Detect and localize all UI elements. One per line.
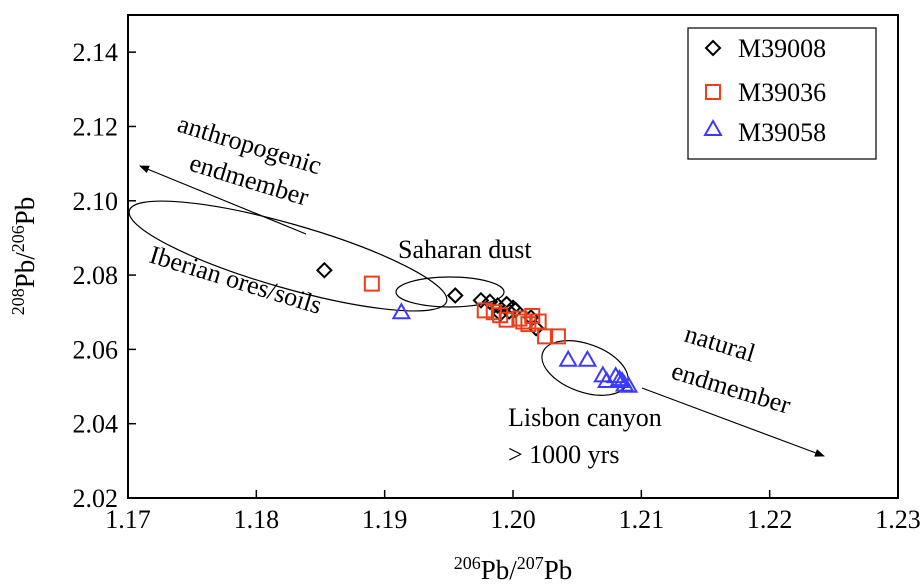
data-point (537, 328, 554, 345)
x-tick-label: 1.17 (105, 505, 151, 534)
data-point (481, 293, 499, 311)
data-point (605, 366, 626, 384)
data-point (614, 374, 635, 392)
series-m39008 (315, 261, 545, 337)
saharan-label: Saharan dust (398, 235, 532, 264)
legend-label-m39058: M39058 (738, 118, 826, 147)
y-tick-label: 2.04 (73, 410, 119, 439)
y-title-base2: Pb (10, 197, 40, 226)
natural-label-line2: endmember (668, 356, 794, 420)
data-point (618, 375, 639, 393)
y-axis-title: 208Pb/206Pb (8, 197, 40, 316)
tick-layer: 1.17 1.18 1.19 1.20 1.21 1.22 1.23 2.02 2.04 2.06… (73, 38, 921, 534)
data-point (489, 297, 507, 314)
saharan-region-ellipse (395, 276, 505, 308)
legend-marker-diamond (704, 39, 722, 57)
y-tick-label: 2.10 (73, 187, 119, 216)
x-tick-label: 1.21 (619, 505, 665, 534)
data-point (549, 328, 566, 345)
y-title-den-sup: 206 (8, 225, 28, 252)
x-title-den-sup: 207 (517, 553, 544, 573)
x-title-base1: Pb (481, 555, 510, 585)
x-title-base2: Pb (544, 555, 573, 585)
annotations: anthropogenic endmember Iberian ores/soi… (146, 109, 794, 469)
data-point (391, 302, 412, 320)
data-point (498, 311, 515, 328)
y-title-base1: Pb (10, 260, 40, 289)
data-points (315, 261, 639, 393)
anthropogenic-arrow (139, 165, 307, 235)
legend-marker-triangle (703, 118, 723, 136)
region-ellipses (128, 200, 629, 396)
data-point (511, 310, 528, 327)
legend-marker-square (705, 84, 721, 100)
data-point (363, 275, 380, 292)
data-point (315, 261, 333, 279)
y-tick-label: 2.14 (73, 38, 119, 67)
legend-label-m39036: M39036 (738, 78, 826, 107)
x-tick-label: 1.20 (490, 505, 536, 534)
y-tick-label: 2.06 (73, 335, 119, 364)
x-tick-label: 1.23 (875, 505, 921, 534)
x-tick-label: 1.18 (234, 505, 280, 534)
legend-item-m39058: M39058 (703, 118, 826, 147)
y-title-num-sup: 208 (8, 288, 28, 315)
legend-label-m39008: M39008 (738, 34, 826, 63)
x-tick-label: 1.19 (362, 505, 408, 534)
iberian-region-ellipse (128, 200, 448, 312)
x-axis-title: 206Pb/207Pb (454, 553, 573, 585)
y-tick-label: 2.02 (73, 484, 119, 513)
data-point (446, 287, 464, 304)
x-title-num-sup: 206 (454, 553, 481, 573)
series-m39058 (391, 302, 639, 393)
legend: M39008 M39036 M39058 (687, 27, 877, 160)
data-point (558, 349, 578, 367)
y-tick-label: 2.08 (73, 261, 119, 290)
legend-item-m39036: M39036 (705, 78, 826, 107)
lisbon-label-line2: > 1000 yrs (508, 440, 619, 469)
lisbon-label-line1: Lisbon canyon (508, 403, 662, 432)
lisbon-region-ellipse (541, 340, 629, 396)
data-point (596, 370, 617, 388)
iberian-label: Iberian ores/soils (146, 240, 325, 320)
data-point (476, 302, 493, 319)
legend-item-m39008: M39008 (704, 34, 826, 63)
series-m39036 (363, 275, 566, 345)
data-point (520, 316, 537, 333)
natural-arrow (641, 387, 825, 457)
y-tick-label: 2.12 (73, 112, 119, 141)
x-tick-label: 1.22 (747, 505, 793, 534)
data-point (515, 313, 532, 330)
data-point (577, 349, 598, 367)
